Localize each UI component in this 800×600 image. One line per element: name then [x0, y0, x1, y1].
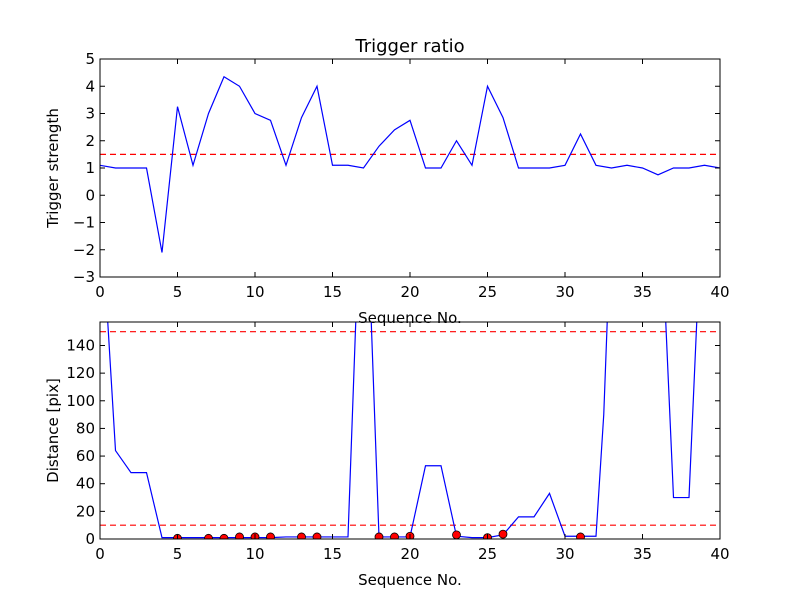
top-y-tick-label: 4: [85, 77, 95, 95]
top-y-tick-label: 0: [85, 186, 95, 204]
bottom-marker-point: [312, 532, 322, 539]
top-x-tick-label: 20: [400, 283, 419, 301]
top-x-tick-label: 40: [710, 283, 729, 301]
bottom-y-tick-label: 100: [66, 392, 95, 410]
top-y-axis-label: Trigger strength: [44, 108, 62, 229]
top-y-tick-label: −1: [73, 214, 95, 232]
bottom-y-tick-label: 60: [76, 447, 95, 465]
bottom-x-tick-label: 0: [95, 545, 105, 563]
bottom-marker-point: [374, 532, 384, 539]
bottom-marker-point: [498, 529, 508, 539]
bottom-y-tick-label: 20: [76, 502, 95, 520]
bottom-y-tick-label: 0: [85, 530, 95, 548]
top-plot-frame: [99, 58, 721, 278]
bottom-chart: 0 5 10 15 20 25 30 35 40 0 20 40 60 80 100 120 140 Sequen…: [44, 321, 730, 589]
bottom-x-tick-label: 10: [245, 545, 264, 563]
bottom-y-tick-label: 80: [76, 419, 95, 437]
bottom-y-tick-label: 40: [76, 475, 95, 493]
top-x-tick-label: 35: [633, 283, 652, 301]
bottom-marker-point: [576, 532, 585, 539]
bottom-marker-point: [452, 530, 461, 539]
bottom-x-axis-label: Sequence No.: [358, 571, 462, 589]
top-y-tick-label: 3: [85, 105, 95, 123]
bottom-marker-point: [235, 532, 244, 539]
bottom-x-tick-label: 35: [633, 545, 652, 563]
bottom-marker-point: [266, 532, 275, 539]
top-x-tick-label: 0: [95, 283, 105, 301]
bottom-x-tick-label: 30: [555, 545, 574, 563]
top-y-tick-label: −3: [73, 268, 95, 286]
bottom-x-tick-label: 5: [173, 545, 183, 563]
top-x-tick-label: 15: [323, 283, 342, 301]
top-x-tick-label: 30: [555, 283, 574, 301]
top-y-tick-label: 2: [85, 132, 95, 150]
bottom-x-tick-label: 15: [323, 545, 342, 563]
bottom-marker-point: [204, 533, 213, 539]
top-chart-title: Trigger ratio: [354, 36, 464, 57]
top-y-tick-label: 5: [85, 50, 95, 68]
bottom-x-tick-label: 25: [478, 545, 497, 563]
bottom-marker-point: [219, 533, 229, 539]
bottom-y-tick-label: 140: [66, 336, 95, 354]
bottom-marker-point: [390, 532, 399, 539]
top-series-line: [100, 75, 720, 253]
top-x-tick-label: 10: [245, 283, 264, 301]
bottom-y-tick-label: 120: [66, 364, 95, 382]
bottom-x-tick-label: 20: [400, 545, 419, 563]
top-y-tick-label: −2: [73, 241, 95, 259]
bottom-series-line: [107, 322, 698, 539]
top-x-tick-label: 25: [478, 283, 497, 301]
top-y-tick-label: 1: [85, 159, 95, 177]
bottom-plot-frame: [99, 321, 721, 540]
bottom-y-axis-label: Distance [pix]: [44, 378, 62, 483]
top-x-tick-label: 5: [173, 283, 183, 301]
bottom-x-tick-label: 40: [710, 545, 729, 563]
bottom-marker-point: [297, 532, 306, 539]
